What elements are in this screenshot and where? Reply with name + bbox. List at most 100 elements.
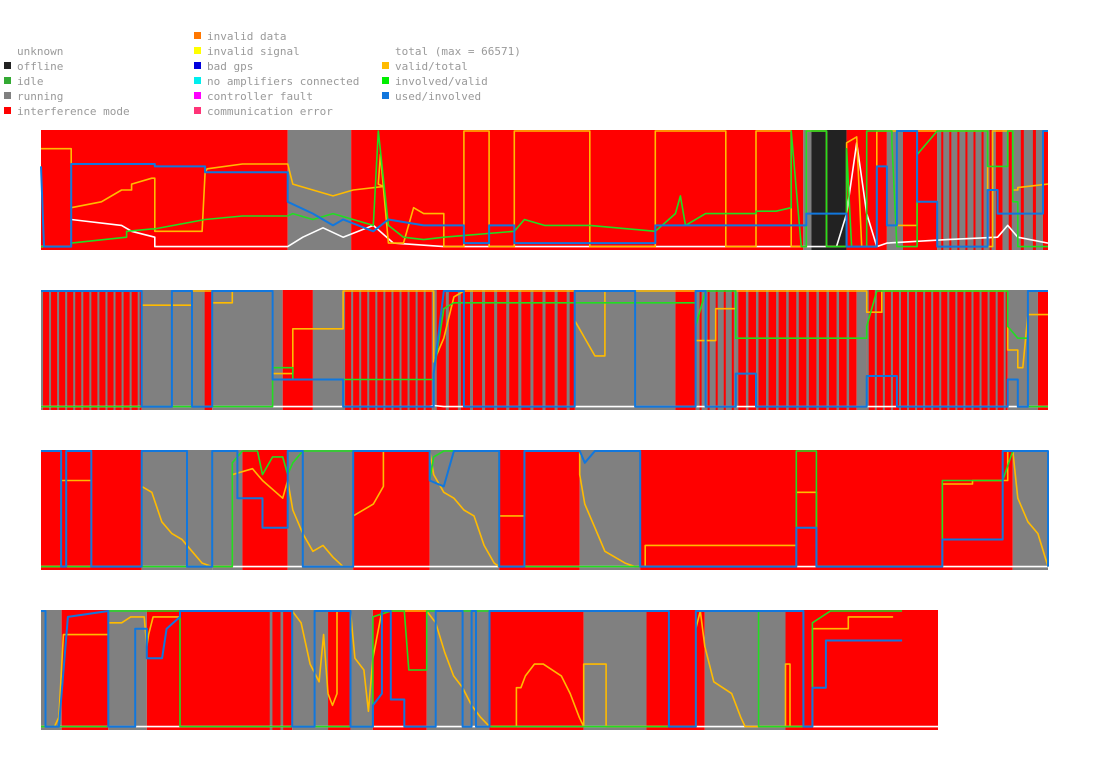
state-stripe [939, 290, 942, 410]
state-segment-interference [353, 450, 430, 570]
state-stripe [927, 290, 930, 410]
state-stripe [1003, 290, 1006, 410]
state-stripe [1032, 130, 1036, 250]
state-stripe [851, 290, 855, 410]
state-stripe [969, 130, 972, 250]
state-stripe [363, 290, 366, 410]
state-stripe [81, 290, 84, 410]
state-segment-running [803, 130, 812, 250]
state-stripe [999, 290, 1002, 410]
state-stripe [723, 290, 726, 410]
state-stripe [949, 130, 952, 250]
state-stripe [947, 290, 950, 410]
state-stripe [476, 290, 480, 410]
state-stripe [975, 290, 978, 410]
state-stripe [727, 290, 730, 410]
state-stripe [280, 610, 284, 730]
state-stripe [995, 290, 998, 410]
state-stripe [1038, 130, 1042, 250]
state-stripe [786, 290, 789, 410]
state-stripe [85, 290, 88, 410]
state-stripe [371, 290, 374, 410]
state-stripe [482, 290, 486, 410]
state-stripe [61, 290, 64, 410]
state-segment-running [704, 610, 786, 730]
state-stripe [383, 290, 386, 410]
state-segment-offline [811, 130, 847, 250]
legend-label: involved/valid [395, 75, 488, 88]
chart-row-1 [40, 130, 1049, 250]
state-stripe [866, 290, 869, 410]
legend-swatch [194, 92, 201, 99]
state-stripe [836, 290, 840, 410]
state-stripe [469, 290, 474, 410]
state-segment-running [141, 450, 213, 570]
state-stripe [506, 290, 510, 410]
state-stripe [941, 130, 944, 250]
state-stripe [536, 290, 540, 410]
state-stripe [69, 290, 72, 410]
state-stripe [411, 290, 414, 410]
state-stripe [806, 290, 809, 410]
state-stripe [894, 290, 897, 410]
state-stripe [890, 290, 893, 410]
legend-label: invalid data [207, 30, 287, 43]
state-segment-interference [902, 130, 938, 250]
legend-swatch [194, 107, 201, 114]
state-stripe [117, 290, 120, 410]
legend-swatch [194, 62, 201, 69]
state-stripe [109, 290, 112, 410]
legend-swatch [4, 77, 11, 84]
state-stripe [821, 290, 824, 410]
state-stripe [285, 610, 288, 730]
legend-label: bad gps [207, 60, 254, 73]
state-stripe [983, 290, 986, 410]
state-stripe [831, 290, 835, 410]
legend-swatch [382, 62, 389, 69]
state-segment-interference [675, 290, 696, 410]
state-stripe [121, 290, 124, 410]
state-stripe [846, 290, 850, 410]
state-stripe [554, 290, 558, 410]
state-stripe [423, 290, 426, 410]
state-stripe [977, 130, 980, 250]
legend-label: total (max = 66571) [395, 45, 521, 58]
state-stripe [387, 290, 390, 410]
state-segment-running [579, 450, 641, 570]
state-stripe [524, 290, 528, 410]
state-stripe [979, 290, 982, 410]
state-stripe [512, 290, 516, 410]
legend-label: used/involved [395, 90, 482, 103]
state-segment-interference [328, 610, 351, 730]
state-segment-running [583, 610, 647, 730]
state-stripe [745, 290, 749, 410]
state-stripe [49, 290, 52, 410]
state-stripe [811, 290, 814, 410]
state-segment-running [574, 290, 676, 410]
state-stripe [965, 130, 968, 250]
legend-label: no amplifiers connected [207, 75, 360, 88]
state-stripe [391, 290, 394, 410]
state-stripe [755, 290, 759, 410]
state-stripe [431, 290, 434, 410]
state-stripe [93, 290, 96, 410]
state-segment-interference [242, 450, 288, 570]
state-stripe [882, 290, 885, 410]
state-stripe [870, 290, 873, 410]
state-stripe [955, 290, 958, 410]
state-stripe [399, 290, 402, 410]
state-stripe [791, 290, 794, 410]
state-stripe [937, 130, 940, 250]
state-segment-running [312, 290, 344, 410]
state-stripe [699, 290, 702, 410]
state-segment-interference [995, 130, 1003, 250]
state-segment-running [292, 610, 329, 730]
state-stripe [878, 290, 881, 410]
state-segment-running [350, 610, 373, 730]
state-stripe [971, 290, 974, 410]
state-stripe [89, 290, 92, 410]
state-stripe [419, 290, 422, 410]
legend-swatch [194, 77, 201, 84]
state-stripe [530, 290, 534, 410]
state-stripe [826, 290, 829, 410]
